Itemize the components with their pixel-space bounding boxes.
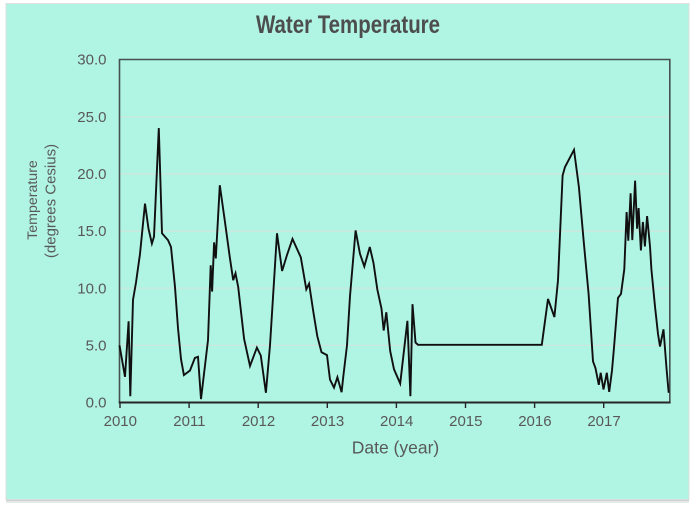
svg-text:2016: 2016 [518, 413, 551, 430]
svg-text:15.0: 15.0 [77, 223, 106, 240]
svg-text:2014: 2014 [380, 413, 413, 430]
svg-text:Date (year): Date (year) [352, 438, 440, 458]
svg-text:(degrees Cesius): (degrees Cesius) [43, 144, 60, 258]
svg-text:Temperature: Temperature [25, 160, 41, 240]
svg-text:2010: 2010 [104, 413, 137, 430]
svg-text:Water Temperature: Water Temperature [256, 11, 440, 39]
svg-text:2017: 2017 [587, 413, 620, 430]
svg-text:2015: 2015 [449, 413, 482, 430]
svg-text:0.0: 0.0 [86, 395, 107, 412]
svg-text:20.0: 20.0 [77, 166, 106, 183]
svg-text:10.0: 10.0 [77, 280, 106, 297]
svg-text:2012: 2012 [242, 413, 275, 430]
svg-text:5.0: 5.0 [86, 337, 107, 354]
svg-text:2013: 2013 [311, 413, 344, 430]
svg-text:30.0: 30.0 [77, 52, 106, 69]
svg-text:2011: 2011 [173, 413, 205, 430]
svg-text:25.0: 25.0 [77, 109, 106, 126]
